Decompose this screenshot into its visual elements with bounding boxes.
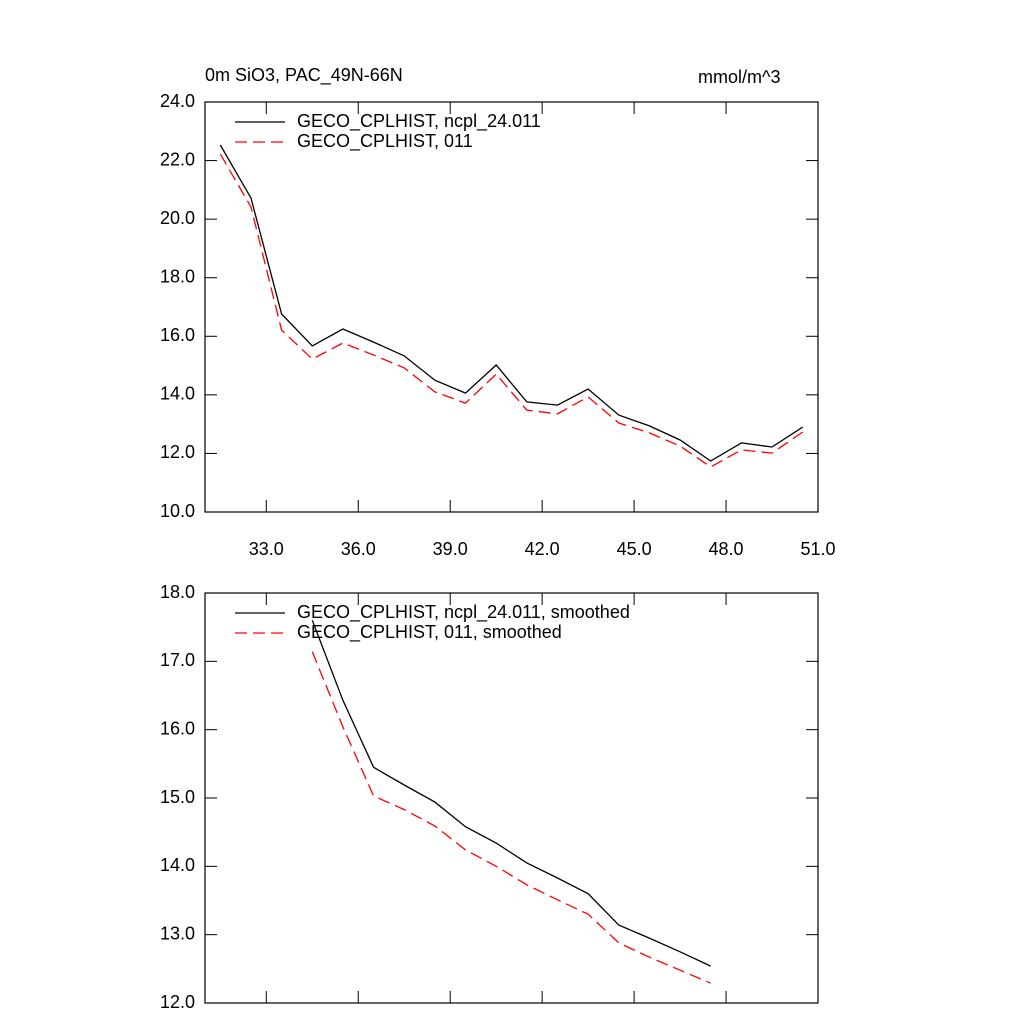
data-line bbox=[311, 620, 711, 967]
units-label: mmol/m^3 bbox=[698, 67, 780, 87]
y-tick-label: 14.0 bbox=[160, 855, 195, 875]
y-tick-label: 18.0 bbox=[160, 266, 195, 286]
data-line bbox=[311, 651, 711, 984]
plot-frame bbox=[204, 592, 819, 1004]
x-tick-label: 36.0 bbox=[341, 539, 376, 559]
y-tick-label: 24.0 bbox=[160, 91, 195, 111]
data-line bbox=[219, 153, 804, 468]
y-tick-label: 16.0 bbox=[160, 718, 195, 738]
y-tick-label: 15.0 bbox=[160, 787, 195, 807]
legend-label: GECO_CPLHIST, 011, smoothed bbox=[297, 622, 562, 643]
y-tick-label: 14.0 bbox=[160, 384, 195, 404]
y-tick-label: 20.0 bbox=[160, 208, 195, 228]
y-tick-label: 10.0 bbox=[160, 501, 195, 521]
chart-title: 0m SiO3, PAC_49N-66N bbox=[205, 65, 403, 86]
y-tick-label: 12.0 bbox=[160, 442, 195, 462]
plot-frame bbox=[204, 101, 819, 513]
y-tick-label: 17.0 bbox=[160, 650, 195, 670]
y-tick-label: 16.0 bbox=[160, 325, 195, 345]
x-tick-label: 48.0 bbox=[709, 539, 744, 559]
x-tick-label: 39.0 bbox=[433, 539, 468, 559]
legend-label: GECO_CPLHIST, 011 bbox=[297, 131, 473, 152]
legend-label: GECO_CPLHIST, ncpl_24.011 bbox=[297, 111, 541, 132]
y-tick-label: 12.0 bbox=[160, 992, 195, 1012]
y-tick-label: 13.0 bbox=[160, 923, 195, 943]
y-tick-label: 18.0 bbox=[160, 582, 195, 602]
data-line bbox=[219, 144, 804, 462]
x-tick-label: 45.0 bbox=[617, 539, 652, 559]
x-tick-label: 51.0 bbox=[800, 539, 835, 559]
x-tick-label: 42.0 bbox=[525, 539, 560, 559]
y-tick-label: 22.0 bbox=[160, 149, 195, 169]
x-tick-label: 33.0 bbox=[249, 539, 284, 559]
legend-label: GECO_CPLHIST, ncpl_24.011, smoothed bbox=[297, 602, 630, 623]
